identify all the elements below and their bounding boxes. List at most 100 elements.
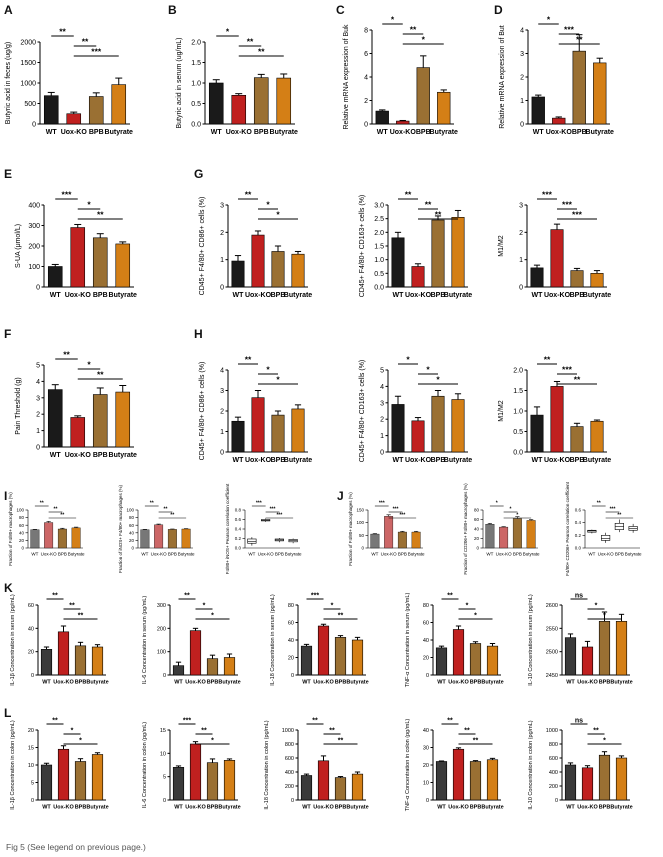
x-tick-label: Butyrate (86, 805, 108, 811)
y-tick-label: 1 (380, 433, 384, 440)
panel-letter-d: D (494, 3, 503, 17)
panel-letter-c: C (336, 3, 345, 17)
y-tick-label: 15 (160, 728, 166, 734)
y-tick-label: 0.4 (235, 527, 242, 532)
bar-butyrate (351, 639, 364, 676)
panel-letter-h: H (194, 327, 203, 341)
x-tick-label: Butyrate (346, 805, 368, 811)
y-tick-label: 40 (423, 638, 429, 644)
x-tick-label: Uox-KO (245, 292, 272, 299)
y-tick-label: 100 (16, 508, 24, 513)
x-tick-label: Butyrate (481, 680, 503, 686)
y-tick-label: 1 (36, 428, 40, 435)
bar-uox-ko (581, 646, 594, 676)
y-tick-label: 10 (28, 763, 34, 769)
x-tick-label: Uox-KO (544, 457, 571, 464)
bar-bpb (512, 518, 522, 549)
x-tick-label: WT (42, 805, 51, 811)
y-tick-label: 0 (476, 546, 479, 551)
y-tick-label: 0 (291, 673, 294, 679)
y-tick-label: 3 (220, 202, 224, 209)
chart-k2: 0 100 200 300 IL-6 Concentration in serum (p… (142, 593, 241, 686)
y-tick-label: 60 (474, 517, 480, 522)
sig-label: ** (82, 37, 89, 47)
y-tick-label: 300 (28, 223, 40, 230)
chart-k1: 0 20 40 60 IL-1β Concentration in serum (pg/… (10, 593, 109, 686)
y-axis-label: IL-18 Concentration in serum (pg/mL) (270, 594, 276, 686)
x-tick-label: BPB (335, 805, 347, 811)
y-tick-label: 20 (19, 538, 25, 543)
y-tick-label: 0 (426, 673, 429, 679)
y-tick-label: 2500 (546, 650, 558, 656)
x-tick-label: Uox-KO (65, 452, 92, 459)
sig-label: ** (60, 513, 64, 519)
x-tick-label: BPB (599, 680, 611, 686)
box-wt (587, 529, 597, 533)
x-tick-label: Butyrate (86, 680, 108, 686)
bar-bpb (206, 762, 219, 801)
sig-label: * (211, 613, 214, 620)
sig-label: *** (393, 507, 399, 513)
sig-label: ** (410, 25, 417, 35)
sig-label: *** (270, 507, 276, 513)
x-tick-label: Uox-KO (577, 680, 598, 686)
chart-h1: 0 1 2 3 4 CD45+ F4/80+ CD86+ cells (%) WT Uox-K… (199, 355, 312, 465)
y-tick-label: 2.5 (374, 216, 384, 223)
y-tick-label: 1 (220, 257, 224, 264)
sig-label: * (79, 738, 82, 745)
y-tick-label: 4 (220, 367, 224, 374)
bar-bpb (416, 67, 430, 125)
sig-label: *** (562, 200, 573, 210)
x-tick-label: Uox-KO (185, 805, 206, 811)
y-axis-label: Butyric acid in feces (ug/g) (5, 42, 12, 124)
y-tick-label: 0 (426, 798, 429, 804)
panel-letter-f: F (4, 327, 11, 341)
y-tick-label: 0 (220, 449, 224, 456)
figure-caption: Fig 5 (See legend on previous page.) (6, 842, 146, 852)
y-tick-label: 0.2 (575, 533, 582, 538)
chart-c: 0 2 4 6 8 Relative mRNA expression of Buk WT Uo… (343, 15, 458, 137)
bar-butyrate (276, 77, 292, 125)
y-tick-label: 0.5 (374, 271, 384, 278)
y-tick-label: 300 (157, 603, 166, 609)
x-tick-label: WT (371, 552, 378, 557)
bar-wt (231, 420, 245, 453)
x-tick-label: WT (248, 552, 255, 557)
sig-label: * (422, 35, 426, 45)
y-tick-label: 0.2 (235, 536, 242, 541)
sig-label: * (426, 365, 430, 375)
bar-butyrate (223, 760, 236, 801)
sig-label: * (603, 613, 606, 620)
x-tick-label: Uox-KO (245, 457, 272, 464)
x-tick-label: Uox-KO (313, 805, 334, 811)
bar-bpb (598, 754, 611, 801)
sig-label: *** (542, 190, 553, 200)
y-tick-label: 1 (520, 98, 524, 105)
bar-wt (43, 95, 59, 125)
x-tick-label: BPB (271, 292, 286, 299)
x-tick-label: WT (532, 292, 544, 299)
bar-butyrate (451, 399, 465, 453)
bar-butyrate (91, 754, 104, 801)
x-tick-label: Butyrate (610, 680, 632, 686)
panel-letter-a: A (4, 3, 13, 17)
x-tick-label: Butyrate (481, 805, 503, 811)
x-tick-label: Butyrate (444, 457, 473, 464)
bar-bpb (92, 394, 108, 448)
x-tick-label: BPB (207, 805, 219, 811)
bar-uox-ko (317, 760, 330, 801)
y-tick-label: 1.5 (191, 60, 201, 67)
bar-uox-ko (70, 417, 86, 448)
y-tick-label: 20 (28, 728, 34, 734)
chart-j2: 0 20 40 60 80 Fraction of CD206+ F4/80+ macro… (463, 483, 540, 575)
sig-label: * (595, 603, 598, 610)
y-tick-label: 0.6 (575, 508, 582, 513)
sig-label: ** (576, 35, 583, 45)
x-tick-label: Uox-KO (448, 805, 469, 811)
bar-uox-ko (411, 266, 425, 288)
y-tick-label: 0.4 (575, 520, 582, 525)
x-tick-label: WT (588, 552, 595, 557)
y-tick-label: 100 (126, 508, 134, 513)
sig-label: ** (405, 190, 412, 200)
bar-bpb (431, 219, 445, 288)
